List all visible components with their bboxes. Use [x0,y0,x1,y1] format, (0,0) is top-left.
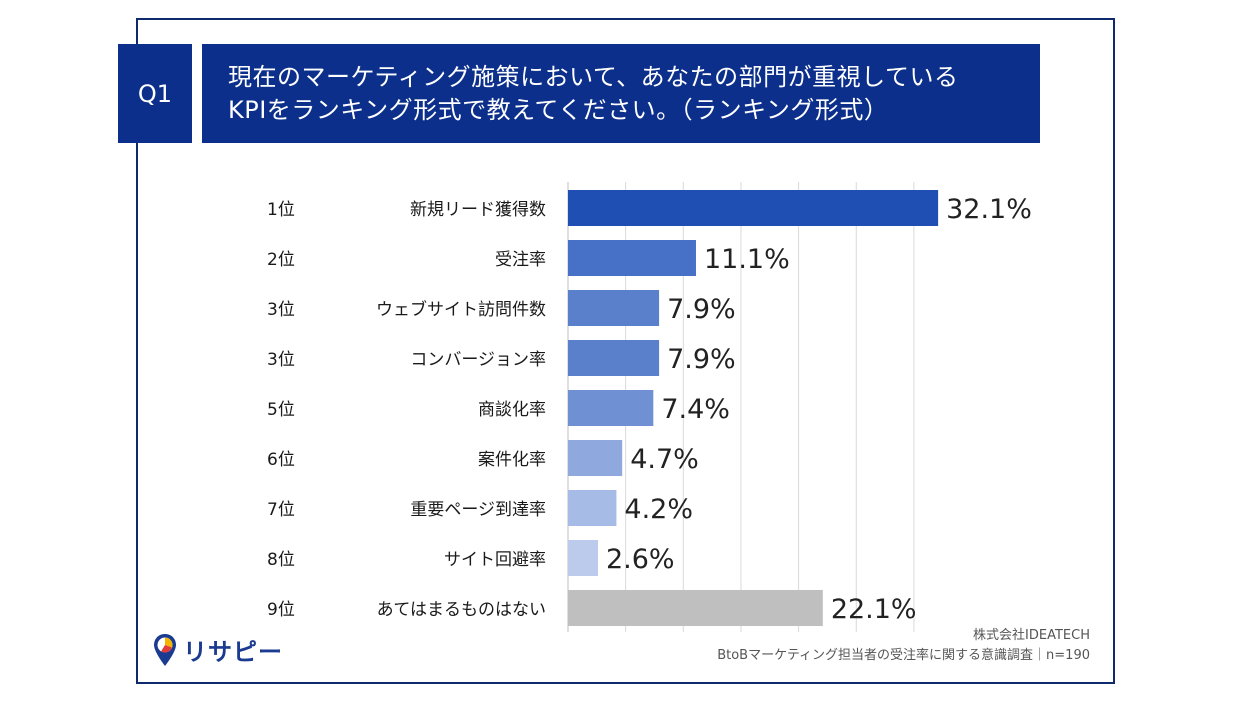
bar [568,390,654,426]
bar [568,490,617,526]
logo-text: リサピー [183,638,283,666]
value-label: 4.7% [630,444,699,475]
rank-label: 5位 [267,400,295,420]
value-label: 7.9% [667,344,736,375]
category-label: コンバージョン率 [410,350,546,370]
footer-company: 株式会社IDEATECH [973,628,1090,643]
value-label: 32.1% [946,194,1032,225]
bar [568,290,660,326]
question-title-line-2: KPIをランキング形式で教えてください。（ランキング形式） [228,96,889,124]
rank-label: 9位 [267,600,295,620]
brand-logo: リサピー [153,632,283,667]
footer-survey: BtoBマーケティング担当者の受注率に関する意識調査｜n=190 [717,648,1090,663]
value-label: 22.1% [831,594,917,625]
category-label: あてはまるものはない [377,600,546,620]
category-label: 商談化率 [478,400,546,420]
value-label: 7.4% [661,394,730,425]
category-label: 案件化率 [478,450,546,470]
category-label: サイト回避率 [444,550,546,570]
rank-label: 1位 [267,200,295,220]
question-title: 現在のマーケティング施策において、あなたの部門が重視している KPIをランキング… [202,44,1040,143]
category-label: 受注率 [495,250,546,270]
question-badge: Q1 [118,44,192,143]
bar [568,240,696,276]
chart-footer: 株式会社IDEATECH BtoBマーケティング担当者の受注率に関する意識調査｜… [717,626,1090,666]
value-label: 2.6% [606,544,675,575]
category-label: 重要ページ到達率 [410,500,546,520]
rank-label: 7位 [267,500,295,520]
bar [568,190,939,226]
rank-label: 6位 [267,450,295,470]
survey-frame [136,18,1115,684]
bar [568,340,660,376]
rank-label: 8位 [267,550,295,570]
value-label: 7.9% [667,294,736,325]
bar [568,440,623,476]
rank-label: 3位 [267,350,295,370]
category-label: 新規リード獲得数 [410,200,546,220]
bar [568,590,823,626]
question-label: Q1 [137,79,173,108]
bar [568,540,598,576]
category-label: ウェブサイト訪問件数 [376,299,546,320]
value-label: 11.1% [704,244,790,275]
question-title-line-1: 現在のマーケティング施策において、あなたの部門が重視している [228,63,959,91]
rank-label: 3位 [267,300,295,320]
value-label: 4.2% [624,494,693,525]
rank-label: 2位 [267,250,295,270]
pin-icon [154,633,176,666]
